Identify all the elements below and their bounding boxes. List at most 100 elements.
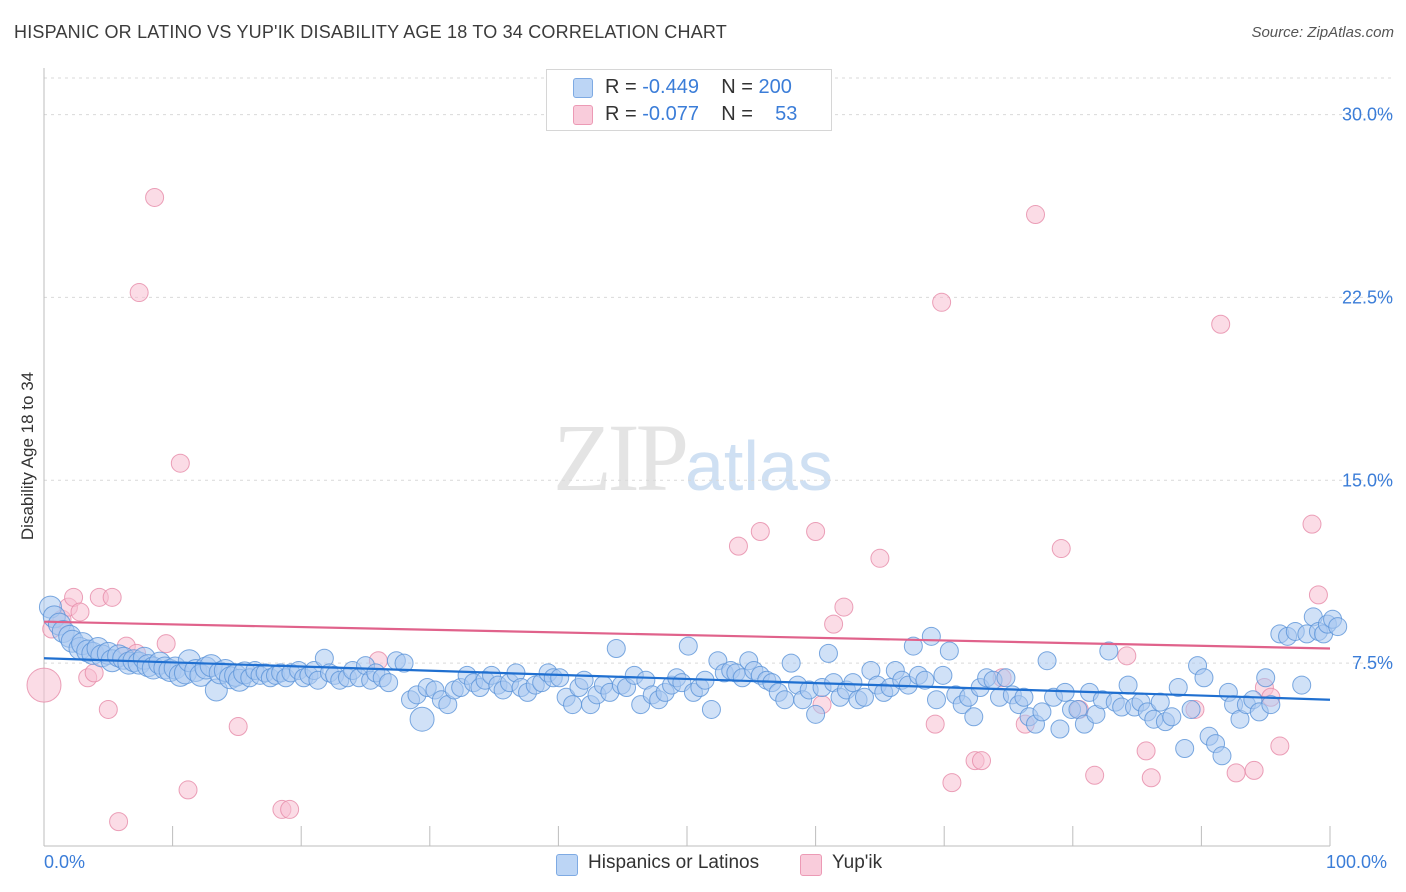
hispanic-point xyxy=(1032,702,1052,722)
yupik-point xyxy=(728,536,748,556)
hispanic-point xyxy=(1256,668,1276,688)
hispanic-point xyxy=(854,687,874,707)
yupik-point xyxy=(1117,646,1137,666)
x-tick-label-max: 100.0% xyxy=(1326,852,1388,872)
yupik-point xyxy=(156,634,176,654)
y-tick-label: 7.5% xyxy=(1352,653,1393,673)
yupik-point xyxy=(26,667,62,703)
hispanic-point xyxy=(1181,699,1201,719)
yupik-point xyxy=(1308,585,1328,605)
hispanic-point xyxy=(606,639,626,659)
yupik-point xyxy=(98,699,118,719)
n-label: N = xyxy=(721,103,753,125)
bottom-legend-label: Hispanics or Latinos xyxy=(588,852,760,873)
hispanic-point xyxy=(996,668,1016,688)
hispanic-point xyxy=(1261,695,1281,715)
watermark: ZIPatlas xyxy=(553,402,833,513)
hispanic-point xyxy=(775,690,795,710)
watermark-zip: ZIP xyxy=(553,404,689,511)
yupik-point xyxy=(170,453,190,473)
yupik-point xyxy=(1270,736,1290,756)
hispanic-point xyxy=(818,643,838,663)
yupik-point xyxy=(942,773,962,793)
blue-swatch xyxy=(556,854,578,876)
hispanic-point xyxy=(933,665,953,685)
hispanic-point xyxy=(1162,707,1182,727)
hispanic-point xyxy=(921,626,941,646)
bottom-legend-label: Yup'ik xyxy=(832,852,883,873)
hispanic-point xyxy=(574,670,594,690)
yupik-point xyxy=(1051,539,1071,559)
y-axis-label: Disability Age 18 to 34 xyxy=(18,371,37,541)
yupik-point xyxy=(280,799,300,819)
hispanic-point xyxy=(964,707,984,727)
hispanic-point xyxy=(1118,675,1138,695)
yupik-point xyxy=(102,587,122,607)
hispanic-point xyxy=(1212,746,1232,766)
hispanic-point xyxy=(781,653,801,673)
yupik-point xyxy=(824,614,844,634)
n-value: 53 xyxy=(775,103,798,125)
yupik-point xyxy=(834,597,854,617)
y-tick-label: 22.5% xyxy=(1342,287,1393,307)
pink-swatch xyxy=(573,105,593,125)
r-label: R = xyxy=(605,103,637,125)
pink-swatch xyxy=(800,854,822,876)
hispanic-point xyxy=(926,690,946,710)
yupik-trend-line xyxy=(43,620,1331,650)
legend-row-hispanic: R = -0.449 N = 200 xyxy=(547,74,831,100)
hispanic-point xyxy=(701,699,721,719)
hispanic-trend-line xyxy=(43,657,1331,701)
yupik-point xyxy=(971,751,991,771)
yupik-point xyxy=(750,521,770,541)
chart-title: HISPANIC OR LATINO VS YUP'IK DISABILITY … xyxy=(14,22,727,42)
hispanic-point xyxy=(1328,617,1348,637)
r-value: -0.449 xyxy=(642,76,699,98)
hispanic-point xyxy=(394,653,414,673)
yupik-point xyxy=(806,521,826,541)
hispanic-point xyxy=(1168,678,1188,698)
yupik-point xyxy=(228,717,248,737)
hispanic-point xyxy=(806,704,826,724)
blue-swatch xyxy=(573,78,593,98)
yupik-point xyxy=(129,283,149,303)
y-tick-label: 30.0% xyxy=(1342,105,1393,125)
source-label: Source: ZipAtlas.com xyxy=(1251,24,1394,41)
legend-row-yupik: R = -0.077 N = 53 xyxy=(547,101,831,127)
yupik-point xyxy=(870,548,890,568)
hispanic-point xyxy=(915,670,935,690)
hispanic-point xyxy=(1194,668,1214,688)
legend-stats-yupik: R = -0.077 N = 53 xyxy=(605,103,797,126)
yupik-point xyxy=(1244,760,1264,780)
yupik-point xyxy=(145,187,165,207)
watermark-atlas: atlas xyxy=(685,427,833,505)
hispanic-point xyxy=(678,636,698,656)
hispanic-point xyxy=(1014,687,1034,707)
n-value: 200 xyxy=(758,76,792,98)
n-label: N = xyxy=(721,76,753,98)
legend-stats-hispanic: R = -0.449 N = 200 xyxy=(605,76,792,99)
yupik-point xyxy=(109,812,129,832)
hispanic-point xyxy=(1292,675,1312,695)
yupik-point xyxy=(925,714,945,734)
hispanic-point xyxy=(550,668,570,688)
yupik-point xyxy=(1136,741,1156,761)
yupik-point xyxy=(178,780,198,800)
hispanic-point xyxy=(903,636,923,656)
yupik-point xyxy=(932,292,952,312)
hispanic-point xyxy=(1050,719,1070,739)
hispanic-point xyxy=(1099,641,1119,661)
hispanic-point xyxy=(1037,651,1057,671)
hispanic-point xyxy=(1150,692,1170,712)
yupik-point xyxy=(1141,768,1161,788)
yupik-point xyxy=(1211,314,1231,334)
r-value: -0.077 xyxy=(642,103,699,125)
yupik-point xyxy=(1026,205,1046,225)
x-tick-label-min: 0.0% xyxy=(44,852,86,872)
hispanic-point xyxy=(409,706,435,732)
hispanic-point xyxy=(939,641,959,661)
hispanic-point xyxy=(1175,738,1195,758)
stats-legend: R = -0.449 N = 200 R = -0.077 N = 53 xyxy=(546,69,832,131)
yupik-point xyxy=(70,602,90,622)
